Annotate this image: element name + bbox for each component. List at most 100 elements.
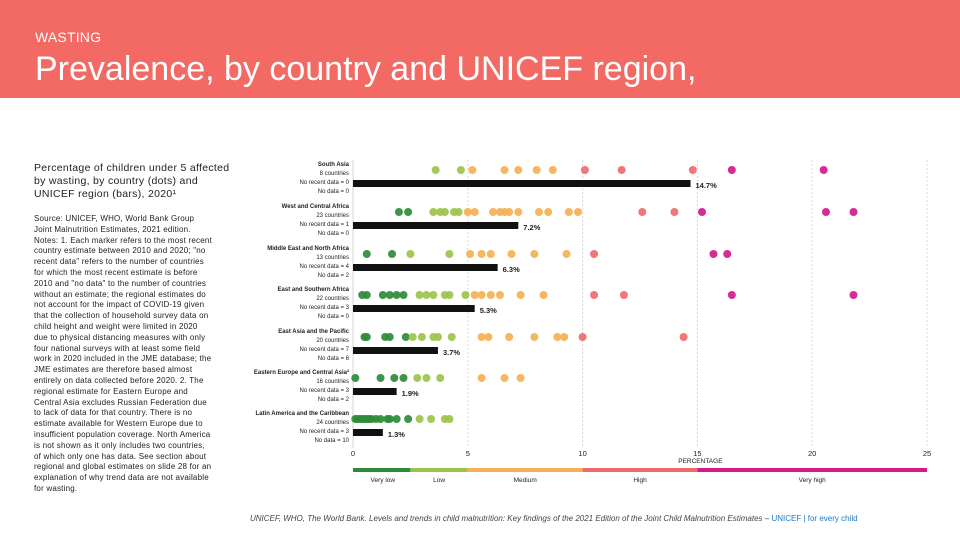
country-dot: [376, 374, 385, 382]
country-dot: [429, 208, 438, 216]
region-bar: [353, 180, 691, 187]
bar-value-label: 5.3%: [480, 306, 497, 315]
country-dot: [500, 166, 509, 174]
bar-value-label: 14.7%: [696, 181, 718, 190]
legend-label: Low: [433, 477, 445, 484]
region-name: South Asia: [318, 162, 350, 168]
country-dot: [514, 166, 523, 174]
region-countries: 13 countries: [316, 255, 349, 261]
country-dot: [486, 250, 495, 258]
country-dot: [553, 333, 562, 341]
country-dot: [445, 291, 454, 299]
country-dot: [385, 415, 394, 423]
country-dot: [514, 208, 523, 216]
legend-label: Medium: [514, 477, 537, 484]
country-dot: [470, 208, 479, 216]
country-dot: [477, 374, 486, 382]
country-dot: [433, 333, 442, 341]
country-dot: [507, 250, 516, 258]
country-dot: [408, 333, 417, 341]
region-name: East and Southern Africa: [278, 287, 350, 293]
country-dot: [697, 208, 706, 216]
region-countries: 20 countries: [316, 338, 349, 344]
country-dot: [638, 208, 647, 216]
x-tick-label: 15: [693, 449, 701, 458]
country-dot: [431, 166, 440, 174]
country-dot: [440, 208, 449, 216]
country-dot: [709, 250, 718, 258]
country-dot: [390, 374, 399, 382]
country-dot: [849, 291, 858, 299]
bar-value-label: 6.3%: [503, 265, 520, 274]
country-dot: [532, 166, 541, 174]
region-bar: [353, 388, 397, 395]
country-dot: [388, 250, 397, 258]
region-bar: [353, 347, 438, 354]
legend-segment-very-high: [697, 468, 927, 472]
country-dot: [530, 250, 539, 258]
country-dot: [477, 333, 486, 341]
unicef-brand-link[interactable]: UNICEF | for every child: [771, 514, 858, 523]
region-no-recent: No recent data = 0: [299, 180, 349, 186]
header-banner: WASTING Prevalence, by country and UNICE…: [0, 0, 960, 98]
x-axis-label: PERCENTAGE: [678, 458, 723, 465]
country-dot: [447, 333, 456, 341]
region-name: Eastern Europe and Central Asia²: [254, 369, 349, 376]
bar-value-label: 1.3%: [388, 430, 405, 439]
country-dot: [392, 291, 401, 299]
region-bar: [353, 305, 475, 312]
source-notes: Source: UNICEF, WHO, World Bank Group Jo…: [34, 214, 212, 493]
country-dot: [544, 208, 553, 216]
legend-segment-very-low: [353, 468, 411, 472]
x-tick-label: 0: [351, 449, 355, 458]
region-no-recent: No recent data = 1: [299, 222, 349, 228]
country-dot: [461, 291, 470, 299]
country-dot: [376, 415, 385, 423]
country-dot: [619, 291, 628, 299]
region-no-data: No data = 0: [318, 189, 350, 195]
country-dot: [445, 250, 454, 258]
country-dot: [578, 333, 587, 341]
country-dot: [819, 166, 828, 174]
region-no-data: No data = 10: [314, 438, 349, 444]
citation-text: UNICEF, WHO, The World Bank. Levels and …: [250, 514, 770, 523]
country-dot: [486, 291, 495, 299]
country-dot: [821, 208, 830, 216]
legend-segment-high: [582, 468, 698, 472]
country-dot: [580, 166, 589, 174]
country-dot: [516, 374, 525, 382]
country-dot: [466, 250, 475, 258]
legend-label: High: [633, 477, 647, 484]
region-no-data: No data = 6: [318, 356, 350, 362]
country-dot: [617, 166, 626, 174]
legend-label: Very low: [371, 477, 396, 484]
country-dot: [670, 208, 679, 216]
country-dot: [415, 291, 424, 299]
footer-citation: UNICEF, WHO, The World Bank. Levels and …: [250, 514, 950, 523]
country-dot: [454, 208, 463, 216]
bar-value-label: 1.9%: [402, 389, 419, 398]
country-dot: [590, 250, 599, 258]
country-dot: [351, 374, 360, 382]
legend-segment-low: [410, 468, 468, 472]
country-dot: [404, 208, 413, 216]
country-dot: [530, 333, 539, 341]
region-no-data: No data = 0: [318, 314, 350, 320]
region-no-recent: No recent data = 7: [299, 347, 349, 353]
region-countries: 23 countries: [316, 213, 349, 219]
country-dot: [849, 208, 858, 216]
country-dot: [463, 208, 472, 216]
country-dot: [436, 374, 445, 382]
country-dot: [422, 374, 431, 382]
country-dot: [415, 415, 424, 423]
region-no-recent: No recent data = 3: [299, 305, 349, 311]
region-name: East Asia and the Pacific: [278, 329, 349, 335]
region-bar: [353, 264, 498, 271]
country-dot: [422, 291, 431, 299]
country-dot: [429, 291, 438, 299]
country-dot: [495, 291, 504, 299]
region-countries: 16 countries: [316, 379, 349, 385]
country-dot: [539, 291, 548, 299]
country-dot: [427, 415, 436, 423]
x-tick-label: 10: [578, 449, 586, 458]
